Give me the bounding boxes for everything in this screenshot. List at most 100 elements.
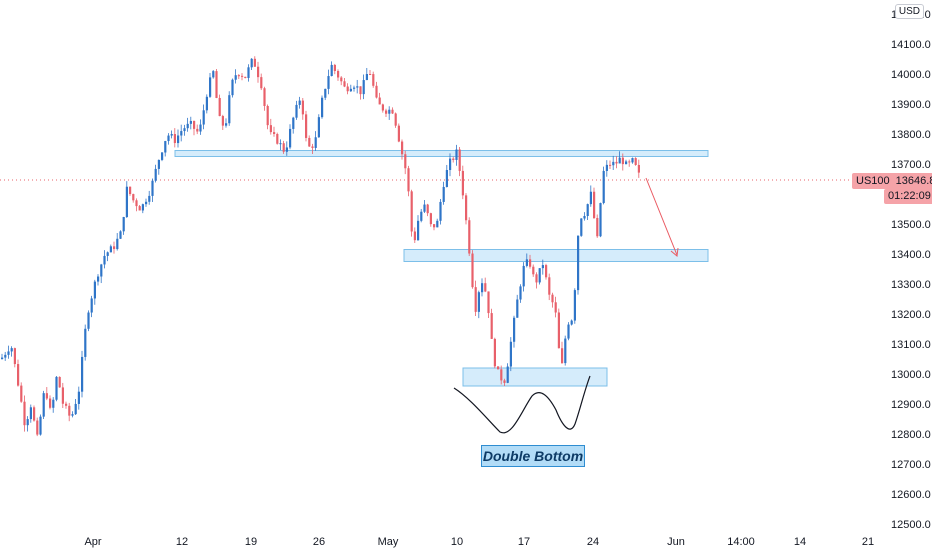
candle-body: [634, 158, 637, 165]
candle-body: [324, 88, 327, 98]
candle-body: [487, 291, 490, 314]
candle-body: [570, 320, 573, 325]
zone-rect: [462, 367, 608, 387]
candle-body: [199, 124, 202, 132]
candle-body: [301, 100, 304, 115]
time-axis[interactable]: Apr 12 19 26 May 10 17 24 Jun 14:00 14 21: [84, 536, 874, 548]
candle-body: [7, 351, 10, 355]
x-tick-label: 12: [176, 536, 188, 548]
y-tick-label: 12600.0: [891, 489, 931, 501]
zone-rect: [403, 249, 709, 262]
candle-body: [436, 220, 439, 228]
x-tick-label: Jun: [667, 536, 685, 548]
candle-body: [116, 238, 119, 250]
y-tick-label: 14000.0: [891, 69, 931, 81]
currency-badge[interactable]: USD: [894, 4, 924, 19]
candle-body: [122, 217, 125, 232]
candle-body: [359, 86, 362, 95]
candle-body: [583, 216, 586, 219]
candle-body: [263, 88, 266, 106]
x-tick-label: 17: [518, 536, 530, 548]
candle-body: [413, 231, 416, 241]
candle-body: [221, 116, 224, 126]
candle-body: [445, 170, 448, 187]
candle-body: [513, 317, 516, 342]
candle-body: [327, 76, 330, 89]
candle-body: [525, 259, 528, 266]
candle-body: [49, 398, 52, 408]
candle-body: [541, 265, 544, 269]
candle-body: [621, 157, 624, 165]
y-tick-label: 14100.0: [891, 39, 931, 51]
candle-body: [74, 403, 77, 415]
candle-body: [87, 312, 90, 329]
candle-body: [247, 67, 250, 78]
candle-body: [365, 74, 368, 81]
candle-body: [346, 86, 349, 92]
projection-arrow-line: [645, 177, 678, 256]
candle-body: [295, 104, 298, 118]
price-tag-symbol: US100: [856, 175, 890, 187]
candle-body: [618, 157, 621, 164]
candle-body: [276, 134, 279, 144]
candle-body: [426, 204, 429, 214]
candle-body: [397, 125, 400, 142]
candle-body: [298, 100, 301, 105]
candle-body: [557, 312, 560, 349]
candle-body: [471, 253, 474, 288]
candle-body: [106, 252, 109, 256]
candle-body: [225, 123, 228, 126]
candle-body: [404, 154, 407, 169]
candle-body: [45, 393, 48, 399]
candle-body: [151, 180, 154, 196]
candle-body: [29, 407, 32, 420]
candle-body: [474, 287, 477, 312]
drawings: [453, 177, 679, 434]
candle-body: [593, 191, 596, 218]
candle-body: [237, 75, 240, 77]
candle-body: [538, 268, 541, 283]
candle-body: [228, 95, 231, 124]
y-tick-label: 12800.0: [891, 429, 931, 441]
candle-body: [612, 161, 615, 166]
candle-body: [321, 97, 324, 118]
candle-body: [71, 414, 74, 416]
candle-body: [468, 220, 471, 254]
candle-body: [317, 117, 320, 138]
candle-body: [135, 200, 138, 207]
x-tick-label: 10: [451, 536, 463, 548]
y-tick-label: 13800.0: [891, 129, 931, 141]
candle-body: [455, 149, 458, 160]
x-tick-label: 24: [587, 536, 599, 548]
candle-body: [522, 265, 525, 287]
candle-body: [567, 324, 570, 339]
y-tick-label: 13300.0: [891, 279, 931, 291]
candle-body: [343, 81, 346, 87]
candle-body: [493, 338, 496, 367]
y-tick-label: 13100.0: [891, 339, 931, 351]
x-tick-label: May: [378, 536, 399, 548]
countdown-value: 01:22:09: [888, 190, 931, 202]
candle-body: [372, 74, 375, 86]
candle-body: [519, 286, 522, 300]
double-bottom-label[interactable]: Double Bottom: [481, 445, 585, 467]
candle-body: [529, 259, 532, 267]
candle-body: [545, 265, 548, 278]
candle-body: [65, 403, 68, 406]
candle-body: [58, 376, 61, 388]
candle-body: [433, 224, 436, 228]
candle-body: [311, 146, 314, 148]
candle-body: [218, 97, 221, 117]
price-axis[interactable]: 12500.0 12600.0 12700.0 12800.0 12900.0 13000…: [891, 9, 931, 531]
candle-body: [429, 213, 432, 225]
candle-body: [442, 186, 445, 202]
candle-body: [602, 170, 605, 204]
candle-body: [282, 143, 285, 152]
candle-body: [401, 141, 404, 155]
candle-body: [231, 79, 234, 96]
candle-body: [97, 276, 100, 282]
candle-body: [637, 164, 640, 173]
candle-body: [196, 128, 199, 132]
